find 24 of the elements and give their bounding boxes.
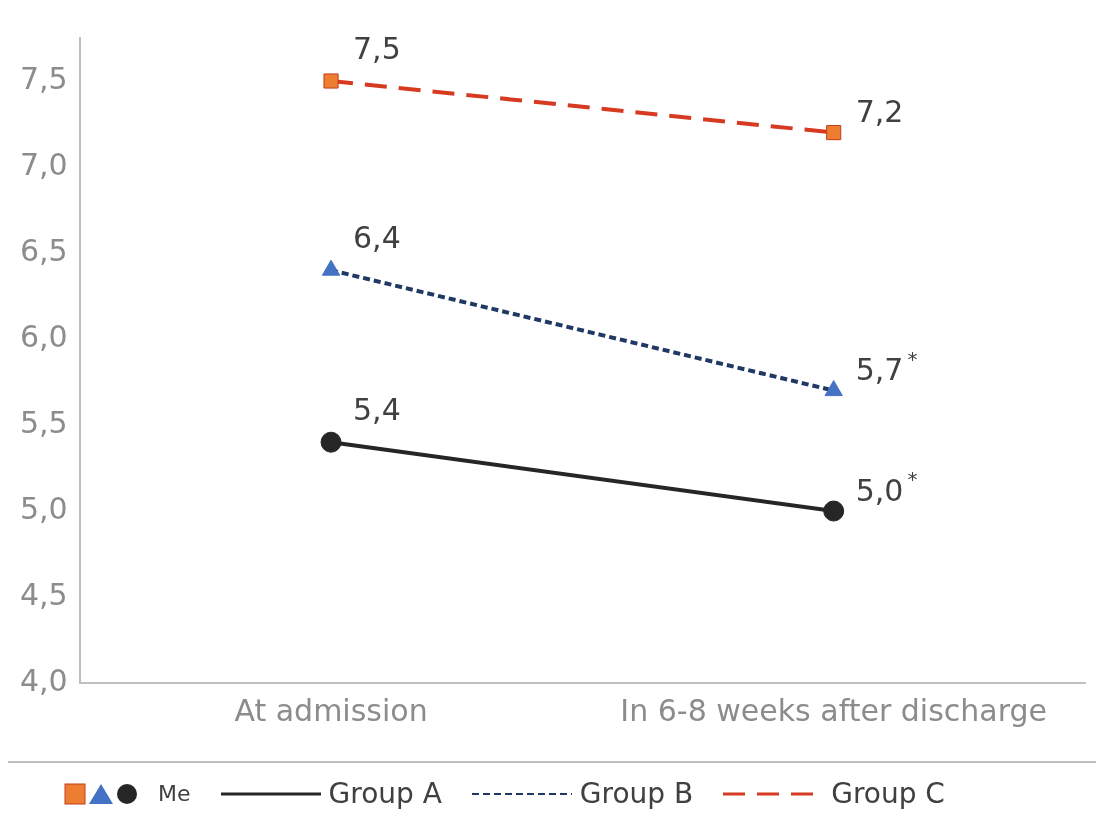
- data-label: 5,7*: [855, 346, 918, 388]
- data-label: 5,0*: [855, 467, 918, 508]
- y-tick-label: 4,0: [19, 662, 68, 698]
- legend-label: Group A: [328, 777, 442, 810]
- point: [823, 500, 845, 522]
- y-tick-label: 6,5: [19, 232, 68, 268]
- data-label: 7,5: [353, 30, 401, 66]
- y-tick-label: 7,5: [19, 60, 68, 96]
- point: [320, 431, 342, 453]
- data-label: 5,4: [353, 392, 401, 427]
- data-label: 6,4: [353, 220, 401, 255]
- y-tick-label: 5,0: [19, 490, 68, 526]
- x-tick-label: In 6-8 weeks after discharge: [620, 692, 1047, 728]
- legend-label: Group C: [831, 777, 945, 810]
- text: Me: [158, 781, 191, 806]
- data-label: 7,2: [855, 94, 904, 130]
- y-tick-label: 7,0: [19, 146, 68, 182]
- y-tick-label: 4,5: [19, 576, 68, 612]
- x-tick-label: At admission: [234, 692, 428, 728]
- y-tick-label: 6,0: [19, 318, 68, 354]
- y-tick-label: 5,5: [19, 404, 68, 440]
- point: [323, 73, 339, 89]
- legend-label: Group B: [579, 777, 694, 810]
- point: [826, 125, 842, 141]
